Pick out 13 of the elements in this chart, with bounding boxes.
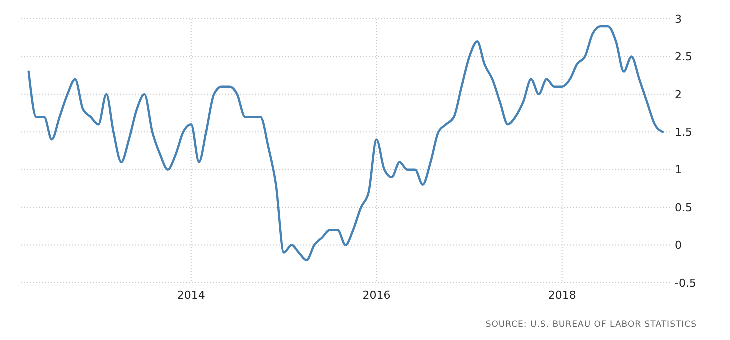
x-tick-label: 2018	[548, 289, 576, 302]
y-tick-label: 2	[675, 88, 682, 102]
y-tick-label: 3	[675, 12, 682, 26]
y-tick-label: 1.5	[675, 126, 692, 139]
y-tick-label: 0	[675, 239, 682, 252]
y-tick-label: 2.5	[675, 50, 692, 64]
source-note: SOURCE: U.S. BUREAU OF LABOR STATISTICS	[486, 320, 697, 330]
y-tick-label: -0.5	[675, 276, 696, 290]
x-tick-label: 2014	[177, 289, 206, 302]
line-series	[28, 25, 664, 262]
x-tick-label: 2016	[362, 289, 391, 302]
y-tick-label: 0.5	[675, 201, 692, 214]
y-tick-label: 1	[675, 164, 682, 177]
